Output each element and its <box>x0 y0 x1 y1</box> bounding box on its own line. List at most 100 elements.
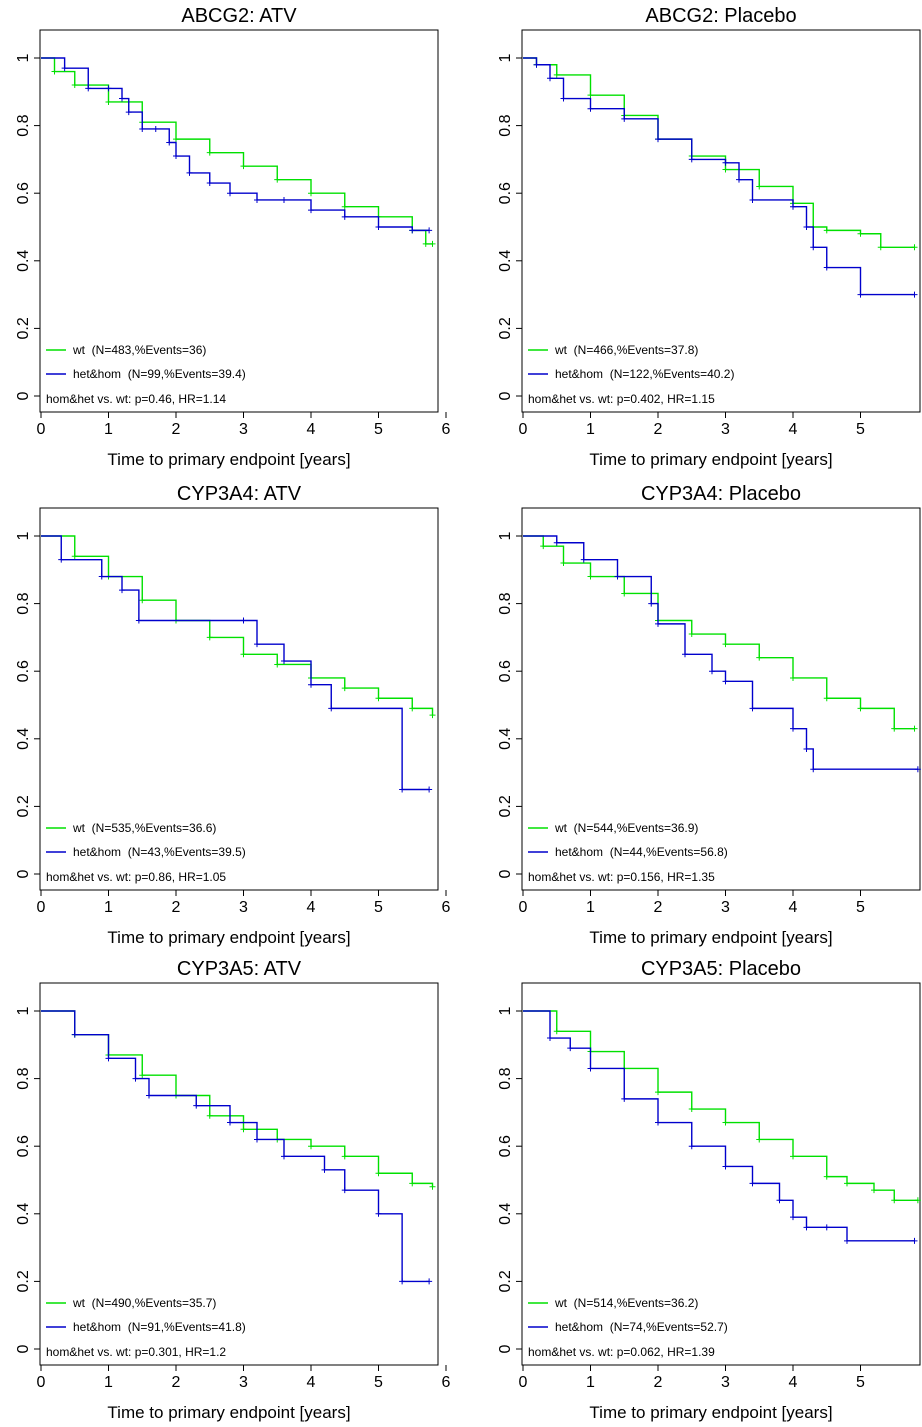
x-axis-label: Time to primary endpoint [years] <box>589 928 832 947</box>
censor-mark <box>911 1237 918 1244</box>
y-tick-label: 0.6 <box>497 182 514 204</box>
y-tick-label: 0 <box>15 391 32 400</box>
series-line-het-hom <box>523 1010 915 1242</box>
censor-mark <box>274 176 281 183</box>
censor-mark <box>567 1045 574 1052</box>
km-panel-4: CYP3A5: ATV 0 1 2 3 4 5 6 0 0.2 0.4 0.6 0.8 1 Time to … <box>0 953 451 1427</box>
x-axis-label: Time to primary endpoint [years] <box>107 1403 350 1422</box>
censor-mark <box>688 1143 695 1150</box>
y-tick-label: 1 <box>15 1006 32 1015</box>
censor-mark <box>341 203 348 210</box>
censor-mark <box>682 651 688 658</box>
censor-mark <box>911 244 918 251</box>
censor-mark <box>621 1095 628 1102</box>
censor-mark <box>375 1210 382 1217</box>
x-tick-label: 0 <box>519 421 528 438</box>
censor-mark <box>409 227 416 234</box>
censor-mark <box>409 705 416 712</box>
censor-mark <box>749 196 756 203</box>
x-tick-label: 6 <box>442 899 451 916</box>
plot-frame <box>521 29 921 413</box>
y-tick-label: 0.4 <box>15 250 32 272</box>
censor-mark <box>580 556 587 563</box>
plot-frame <box>39 29 439 413</box>
y-tick-label: 0.4 <box>497 1203 514 1225</box>
y-tick-label: 0 <box>15 1344 32 1353</box>
x-axis-label: Time to primary endpoint [years] <box>107 928 350 947</box>
legend-label-het-hom: het&hom (N=43,%Events=39.5) <box>73 845 246 859</box>
plot-frame <box>521 982 921 1366</box>
chart-title: CYP3A5: Placebo <box>640 958 802 980</box>
censor-mark <box>105 85 112 92</box>
y-tick-label: 0.6 <box>15 182 32 204</box>
censor-mark <box>341 1187 348 1194</box>
y-tick-label: 0.4 <box>497 250 514 272</box>
y-tick-label: 0.8 <box>497 592 514 614</box>
censor-mark <box>206 149 213 156</box>
x-tick-label: 2 <box>654 1374 663 1391</box>
censor-mark <box>776 1197 783 1204</box>
chart-title: ABCG2: Placebo <box>645 5 797 27</box>
legend-label-wt: wt (N=466,%Events=37.8) <box>554 343 698 357</box>
censor-mark <box>105 98 112 105</box>
legend-stat-text: hom&het vs. wt: p=0.301, HR=1.2 <box>46 1345 226 1359</box>
censor-mark <box>341 685 348 692</box>
legend-stat-text: hom&het vs. wt: p=0.86, HR=1.05 <box>46 870 226 884</box>
censor-mark <box>254 641 260 648</box>
y-tick-label: 0.6 <box>15 660 32 682</box>
censor-mark <box>587 92 594 99</box>
y-tick-label: 1 <box>15 531 32 540</box>
x-tick-label: 5 <box>374 899 383 916</box>
censor-mark <box>547 75 553 82</box>
censor-mark <box>375 1170 382 1177</box>
censor-mark <box>227 190 233 197</box>
censor-mark <box>756 654 763 661</box>
censor-mark <box>308 207 314 214</box>
series-line-wt <box>523 535 915 730</box>
censor-mark <box>152 125 159 132</box>
censor-mark <box>166 139 173 146</box>
censor-mark <box>321 1166 328 1173</box>
censor-mark <box>547 1035 553 1042</box>
series-line-het-hom <box>41 1010 430 1283</box>
x-tick-label: 2 <box>172 421 181 438</box>
censor-mark <box>722 159 729 166</box>
censor-mark <box>871 1187 877 1194</box>
censor-mark <box>553 71 560 78</box>
x-tick-label: 5 <box>374 421 383 438</box>
censor-mark <box>119 95 125 102</box>
censor-mark <box>803 1224 810 1231</box>
legend-stat-text: hom&het vs. wt: p=0.46, HR=1.14 <box>46 392 226 406</box>
censor-mark <box>736 176 742 183</box>
censor-mark <box>790 203 796 210</box>
series-line-het-hom <box>41 57 430 232</box>
x-tick-label: 1 <box>104 899 113 916</box>
x-tick-label: 0 <box>37 421 46 438</box>
censor-mark <box>911 291 918 298</box>
censor-mark <box>810 766 817 773</box>
censor-mark <box>722 166 729 173</box>
censor-mark <box>553 1028 560 1035</box>
x-tick-label: 4 <box>307 899 316 916</box>
legend-label-wt: wt (N=514,%Events=36.2) <box>554 1296 698 1310</box>
censor-mark <box>61 65 68 72</box>
series-line-wt <box>523 57 915 248</box>
censor-mark <box>857 291 864 298</box>
y-tick-label: 1 <box>497 53 514 62</box>
chart-title: CYP3A4: Placebo <box>640 483 802 505</box>
x-tick-label: 6 <box>442 421 451 438</box>
x-tick-label: 5 <box>856 421 865 438</box>
km-panel-0: ABCG2: ATV 0 1 2 3 4 5 6 0 0.2 0.4 0.6 0.8 1 Time to p… <box>0 0 451 474</box>
censor-mark <box>429 1183 436 1190</box>
censor-mark <box>560 560 567 567</box>
plot-frame <box>39 507 439 891</box>
censor-mark <box>790 674 796 681</box>
censor-mark <box>688 631 695 638</box>
y-tick-label: 1 <box>15 53 32 62</box>
censor-mark <box>375 224 382 230</box>
x-tick-label: 3 <box>239 899 248 916</box>
censor-mark <box>688 1106 695 1113</box>
y-tick-label: 0.8 <box>15 592 32 614</box>
censor-mark <box>139 1072 146 1079</box>
